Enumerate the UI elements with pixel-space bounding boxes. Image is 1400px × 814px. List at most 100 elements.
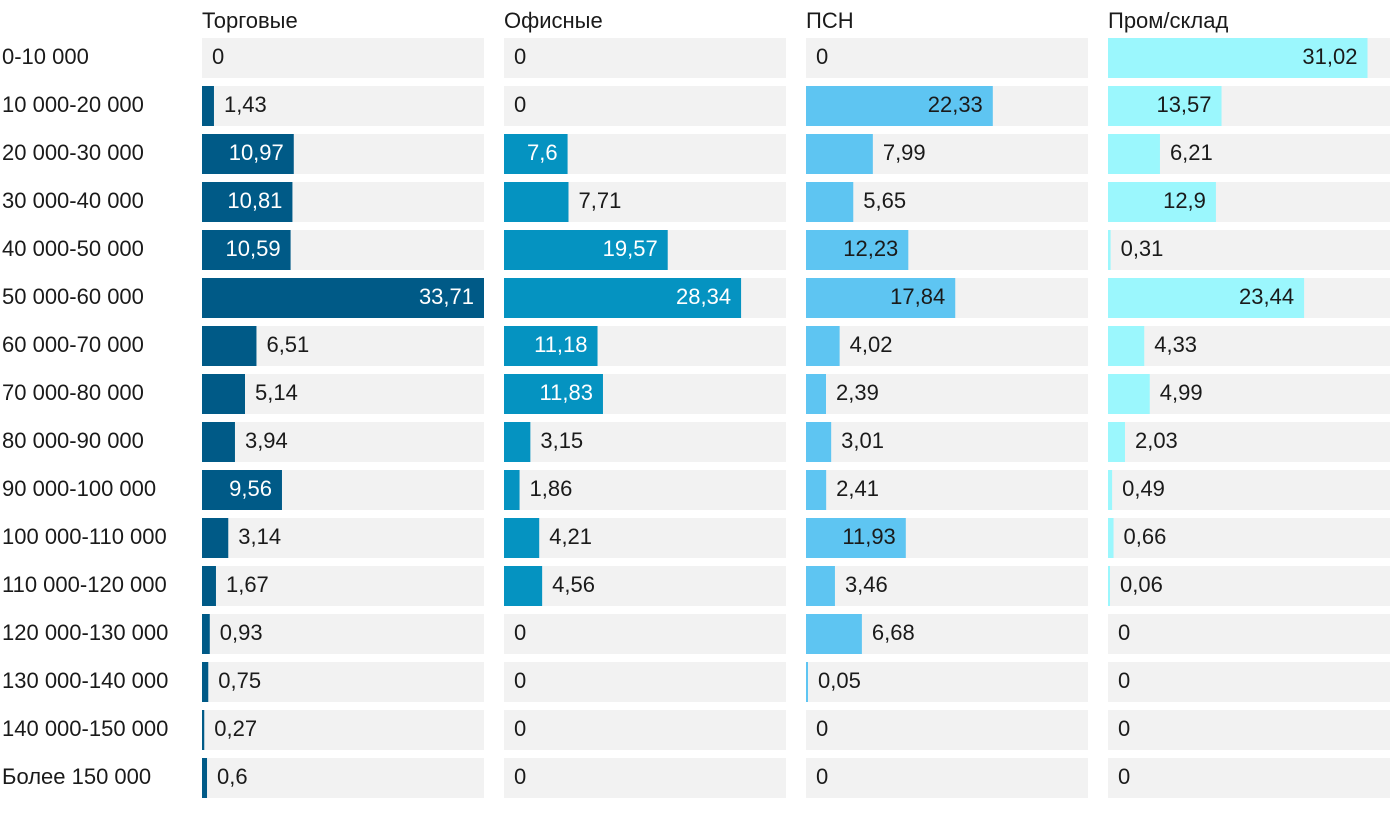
data-label: 3,94: [245, 428, 288, 453]
data-label: 33,71: [419, 284, 474, 309]
data-label: 4,56: [552, 572, 595, 597]
bar: [202, 470, 282, 510]
bar-track: [202, 758, 484, 798]
data-label: 6,21: [1170, 140, 1213, 165]
data-label: 0: [816, 764, 828, 789]
bar: [1108, 326, 1145, 366]
bar-track: [1108, 614, 1390, 654]
bar: [806, 230, 909, 270]
bar: [504, 374, 603, 414]
bar: [806, 422, 832, 462]
data-label: 23,44: [1239, 284, 1294, 309]
bar-track: [202, 86, 484, 126]
bar-track: [1108, 758, 1390, 798]
bar-track: [504, 470, 786, 510]
bar-track: [202, 710, 484, 750]
data-label: 2,39: [836, 380, 879, 405]
bar-track: [1108, 710, 1390, 750]
series-header: Торговые: [202, 8, 298, 33]
category-label: 60 000-70 000: [2, 332, 144, 357]
data-label: 1,67: [226, 572, 269, 597]
bar-track: [504, 86, 786, 126]
bar-track: [1108, 470, 1390, 510]
data-label: 4,21: [549, 524, 592, 549]
data-label: 1,43: [224, 92, 267, 117]
bar: [202, 278, 484, 318]
bar-track: [504, 518, 786, 558]
data-label: 0: [816, 716, 828, 741]
bar-track: [1108, 326, 1390, 366]
bar: [1108, 230, 1111, 270]
category-label: 20 000-30 000: [2, 140, 144, 165]
series-header: Пром/склад: [1108, 8, 1228, 33]
data-label: 22,33: [928, 92, 983, 117]
data-label: 0: [514, 92, 526, 117]
bar: [202, 710, 205, 750]
bar-track: [1108, 566, 1390, 606]
data-label: 0,49: [1122, 476, 1165, 501]
bar: [1108, 374, 1150, 414]
data-label: 0: [212, 44, 224, 69]
bar-track: [504, 758, 786, 798]
data-label: 10,59: [226, 236, 281, 261]
bar-track: [1108, 422, 1390, 462]
bar: [202, 758, 208, 798]
data-label: 0,05: [818, 668, 861, 693]
category-label: 130 000-140 000: [2, 668, 168, 693]
data-label: 7,99: [883, 140, 926, 165]
bar-track: [1108, 230, 1390, 270]
bar: [202, 662, 209, 702]
data-label: 11,18: [534, 332, 587, 357]
category-label: 90 000-100 000: [2, 476, 156, 501]
bar-track: [806, 374, 1088, 414]
category-label: 30 000-40 000: [2, 188, 144, 213]
data-label: 12,23: [843, 236, 898, 261]
category-label: 110 000-120 000: [2, 572, 167, 597]
bar-track: [202, 422, 484, 462]
category-label: 40 000-50 000: [2, 236, 144, 261]
bar-track: [202, 566, 484, 606]
data-label: 0: [816, 44, 828, 69]
data-label: 4,33: [1154, 332, 1197, 357]
bar: [806, 470, 827, 510]
bar-track: [504, 662, 786, 702]
data-label: 0,6: [217, 764, 248, 789]
data-label: 3,14: [238, 524, 281, 549]
data-label: 1,86: [530, 476, 573, 501]
category-label: 80 000-90 000: [2, 428, 144, 453]
data-label: 0: [1118, 764, 1130, 789]
data-label: 0: [1118, 668, 1130, 693]
bar-track: [806, 326, 1088, 366]
bar-track: [202, 374, 484, 414]
bar: [806, 518, 906, 558]
data-label: 0,27: [214, 716, 257, 741]
data-label: 7,71: [578, 188, 621, 213]
bar-track: [806, 470, 1088, 510]
data-label: 10,97: [229, 140, 284, 165]
bar: [806, 182, 854, 222]
bar: [1108, 470, 1113, 510]
bar-track: [202, 518, 484, 558]
category-label: 140 000-150 000: [2, 716, 168, 741]
bar: [504, 182, 569, 222]
bar: [806, 374, 826, 414]
data-label: 3,15: [540, 428, 583, 453]
data-label: 0,93: [220, 620, 263, 645]
bar: [1108, 278, 1305, 318]
category-label: Более 150 000: [2, 764, 151, 789]
bar: [202, 182, 293, 222]
data-label: 28,34: [676, 284, 731, 309]
data-label: 6,68: [872, 620, 915, 645]
bar: [202, 86, 214, 126]
bar: [1108, 182, 1216, 222]
bar-track: [806, 38, 1088, 78]
bar-track: [806, 662, 1088, 702]
bar: [504, 422, 531, 462]
series-header: Офисные: [504, 8, 603, 33]
bar: [504, 470, 520, 510]
bar: [806, 662, 808, 702]
bar: [202, 134, 294, 174]
data-label: 0: [514, 716, 526, 741]
data-label: 13,57: [1156, 92, 1211, 117]
